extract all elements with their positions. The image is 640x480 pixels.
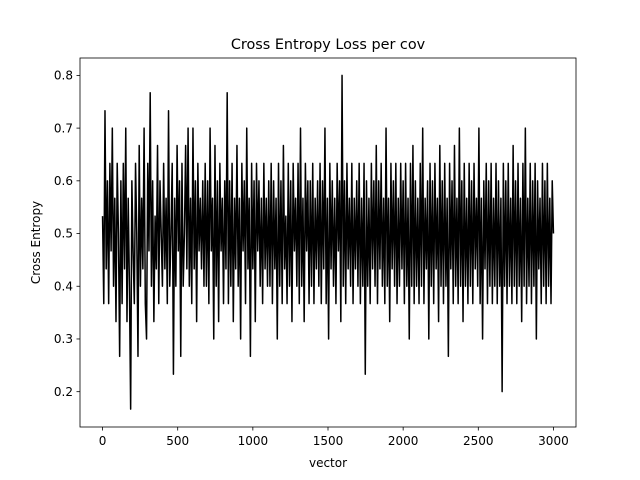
series-line bbox=[101, 74, 555, 410]
x-tick-label: 2500 bbox=[463, 434, 494, 448]
chart-title: Cross Entropy Loss per cov bbox=[231, 37, 426, 53]
x-axis: 0 500 1000 1500 2000 2500 3000 bbox=[99, 427, 569, 448]
y-tick-label: 0.2 bbox=[54, 385, 73, 399]
y-tick-label: 0.7 bbox=[54, 121, 73, 135]
x-tick-label: 2000 bbox=[388, 434, 419, 448]
x-tick-label: 1000 bbox=[238, 434, 269, 448]
y-tick-label: 0.5 bbox=[54, 227, 73, 241]
x-tick-label: 1500 bbox=[313, 434, 344, 448]
y-tick-label: 0.3 bbox=[54, 332, 73, 346]
plot-area bbox=[101, 74, 555, 410]
x-tick-label: 3000 bbox=[538, 434, 569, 448]
y-tick-label: 0.8 bbox=[54, 69, 73, 83]
y-tick-label: 0.6 bbox=[54, 174, 73, 188]
y-axis: 0.2 0.3 0.4 0.5 0.6 0.7 0.8 bbox=[54, 69, 80, 399]
y-tick-label: 0.4 bbox=[54, 279, 73, 293]
x-tick-label: 500 bbox=[166, 434, 189, 448]
x-axis-label: vector bbox=[309, 456, 347, 470]
x-tick-label: 0 bbox=[99, 434, 107, 448]
y-axis-label: Cross Entropy bbox=[29, 201, 43, 284]
